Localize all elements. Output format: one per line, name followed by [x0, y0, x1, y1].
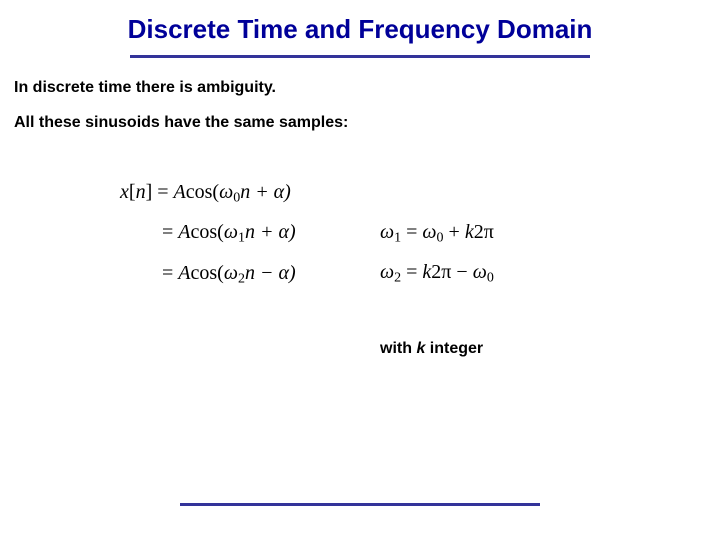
- eq-A: A: [178, 221, 190, 243]
- equation-area: x[n] = Acos(ω0n + α) = Acos(ω1n + α) = A…: [0, 172, 720, 302]
- eq-omega: ω: [224, 221, 238, 243]
- page-title: Discrete Time and Frequency Domain: [0, 0, 720, 53]
- eq-k: k: [422, 261, 431, 283]
- eq-sub: 0: [437, 230, 444, 245]
- eq-omega: ω: [224, 262, 238, 284]
- eq-sub: 1: [238, 231, 245, 246]
- eq-cos: cos(: [191, 262, 224, 284]
- body-line-2: All these sinusoids have the same sample…: [14, 111, 720, 136]
- eq-omega: ω: [380, 221, 394, 243]
- eq-omega: ω: [473, 261, 487, 283]
- eq-mid: 2π −: [431, 261, 472, 283]
- divider-bottom: [180, 503, 540, 506]
- eq-rest: n + α): [245, 221, 296, 243]
- body-line-1: In discrete time there is ambiguity.: [14, 76, 720, 101]
- note-k: k: [416, 340, 425, 357]
- eq-A: A: [178, 262, 190, 284]
- equation-right-column: ω1 = ω0 + k2π ω2 = k2π − ω0: [380, 212, 494, 293]
- equation-left-column: x[n] = Acos(ω0n + α) = Acos(ω1n + α) = A…: [120, 172, 296, 294]
- eq-equals: =: [401, 261, 422, 283]
- eq-rest: n + α): [240, 181, 291, 203]
- eq-omega: ω: [380, 261, 394, 283]
- eq-omega: ω: [219, 181, 233, 203]
- eq-sub: 0: [487, 271, 494, 286]
- eq-A: A: [174, 181, 186, 203]
- body-text: In discrete time there is ambiguity. All…: [0, 58, 720, 136]
- eq-x: x: [120, 181, 129, 203]
- note-pre: with: [380, 340, 416, 357]
- note-text: with k integer: [380, 340, 483, 358]
- eq-equals: =: [162, 221, 178, 243]
- eq-equals: =: [152, 181, 173, 203]
- note-post: integer: [425, 340, 483, 357]
- eq-cos: cos(: [191, 221, 224, 243]
- eq-equals: =: [162, 262, 178, 284]
- eq-tail: 2π: [474, 221, 494, 243]
- eq-cos: cos(: [186, 181, 219, 203]
- eq-right-row-1: ω1 = ω0 + k2π: [380, 212, 494, 253]
- eq-plus: +: [444, 221, 465, 243]
- eq-row-2: = Acos(ω1n + α): [120, 212, 296, 253]
- eq-equals: =: [401, 221, 422, 243]
- eq-n: n: [136, 181, 146, 203]
- eq-right-row-2: ω2 = k2π − ω0: [380, 252, 494, 293]
- eq-omega: ω: [422, 221, 436, 243]
- eq-rest: n − α): [245, 262, 296, 284]
- eq-k: k: [465, 221, 474, 243]
- eq-row-3: = Acos(ω2n − α): [120, 253, 296, 294]
- eq-bracket: [: [129, 181, 136, 203]
- eq-row-1: x[n] = Acos(ω0n + α): [120, 172, 296, 213]
- eq-sub: 2: [238, 271, 245, 286]
